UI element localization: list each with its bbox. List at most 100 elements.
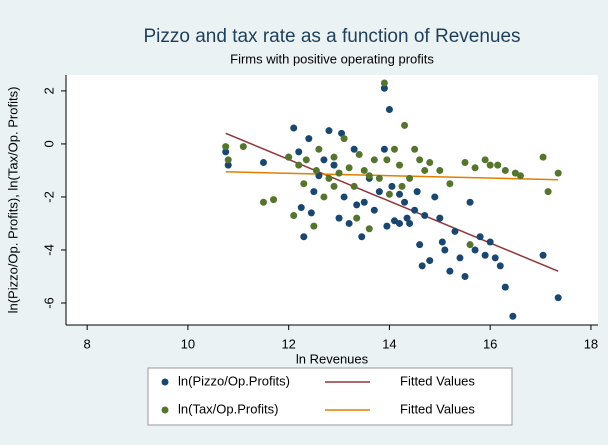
point bbox=[320, 156, 328, 164]
point bbox=[401, 121, 409, 129]
x-tick-label: 18 bbox=[584, 336, 598, 351]
point bbox=[421, 212, 429, 220]
point bbox=[297, 204, 305, 212]
point bbox=[330, 153, 338, 161]
point bbox=[438, 238, 446, 246]
chart-subtitle: Firms with positive operating profits bbox=[230, 51, 434, 66]
point bbox=[325, 127, 333, 135]
point bbox=[486, 238, 494, 246]
point bbox=[398, 182, 406, 190]
point bbox=[436, 214, 444, 222]
point bbox=[436, 166, 444, 174]
legend bbox=[147, 367, 513, 426]
point bbox=[383, 222, 391, 230]
point bbox=[312, 166, 320, 174]
fit-line bbox=[225, 132, 559, 272]
point bbox=[375, 188, 383, 196]
point bbox=[310, 222, 318, 230]
legend-marker bbox=[161, 378, 169, 386]
point bbox=[259, 198, 267, 206]
point bbox=[446, 180, 454, 188]
point bbox=[305, 135, 313, 143]
point bbox=[365, 172, 373, 180]
point bbox=[270, 196, 278, 204]
point bbox=[416, 156, 424, 164]
point bbox=[396, 161, 404, 169]
point bbox=[516, 172, 524, 180]
x-tick-label: 12 bbox=[281, 336, 295, 351]
point bbox=[396, 219, 404, 227]
point bbox=[383, 156, 391, 164]
point bbox=[431, 193, 439, 201]
y-tick-label: -6 bbox=[41, 297, 56, 309]
point bbox=[285, 153, 293, 161]
point bbox=[486, 161, 494, 169]
point bbox=[360, 198, 368, 206]
point bbox=[302, 156, 310, 164]
point bbox=[509, 312, 517, 320]
point bbox=[441, 246, 449, 254]
point bbox=[406, 174, 414, 182]
point bbox=[353, 214, 361, 222]
point bbox=[418, 262, 426, 270]
point bbox=[385, 105, 393, 113]
point bbox=[426, 158, 434, 166]
point bbox=[224, 161, 232, 169]
point bbox=[335, 169, 343, 177]
point bbox=[239, 143, 247, 151]
point bbox=[365, 225, 373, 233]
point bbox=[471, 246, 479, 254]
point bbox=[539, 251, 547, 259]
point bbox=[290, 124, 298, 132]
point bbox=[335, 214, 343, 222]
point bbox=[481, 251, 489, 259]
point bbox=[456, 254, 464, 262]
point bbox=[320, 193, 328, 201]
point bbox=[411, 206, 419, 214]
point bbox=[380, 145, 388, 153]
legend-label: ln(Pizzo/Op.Profits) bbox=[178, 373, 290, 388]
point bbox=[380, 79, 388, 87]
legend-label: Fitted Values bbox=[400, 401, 475, 416]
plot-area bbox=[66, 75, 598, 325]
point bbox=[330, 161, 338, 169]
point bbox=[390, 145, 398, 153]
point bbox=[300, 233, 308, 241]
point bbox=[411, 145, 419, 153]
point bbox=[466, 198, 474, 206]
point bbox=[539, 153, 547, 161]
chart-title: Pizzo and tax rate as a function of Reve… bbox=[143, 26, 520, 47]
fit-line bbox=[225, 171, 559, 181]
point bbox=[300, 180, 308, 188]
legend-label: Fitted Values bbox=[400, 373, 475, 388]
point bbox=[295, 161, 303, 169]
point bbox=[330, 182, 338, 190]
point bbox=[451, 227, 459, 235]
legend-marker bbox=[161, 406, 169, 414]
point bbox=[350, 182, 358, 190]
point bbox=[501, 283, 509, 291]
point bbox=[491, 254, 499, 262]
point bbox=[406, 219, 414, 227]
point bbox=[385, 190, 393, 198]
point bbox=[461, 158, 469, 166]
point bbox=[396, 190, 404, 198]
point bbox=[501, 166, 509, 174]
point bbox=[345, 164, 353, 172]
point bbox=[358, 233, 366, 241]
point bbox=[222, 143, 230, 151]
point bbox=[544, 188, 552, 196]
point bbox=[360, 166, 368, 174]
point bbox=[446, 267, 454, 275]
point bbox=[421, 166, 429, 174]
point bbox=[388, 182, 396, 190]
point bbox=[340, 135, 348, 143]
point bbox=[370, 156, 378, 164]
point bbox=[307, 209, 315, 217]
point bbox=[554, 169, 562, 177]
point bbox=[350, 145, 358, 153]
point bbox=[466, 241, 474, 249]
y-tick-label: -4 bbox=[41, 244, 56, 256]
point bbox=[413, 188, 421, 196]
